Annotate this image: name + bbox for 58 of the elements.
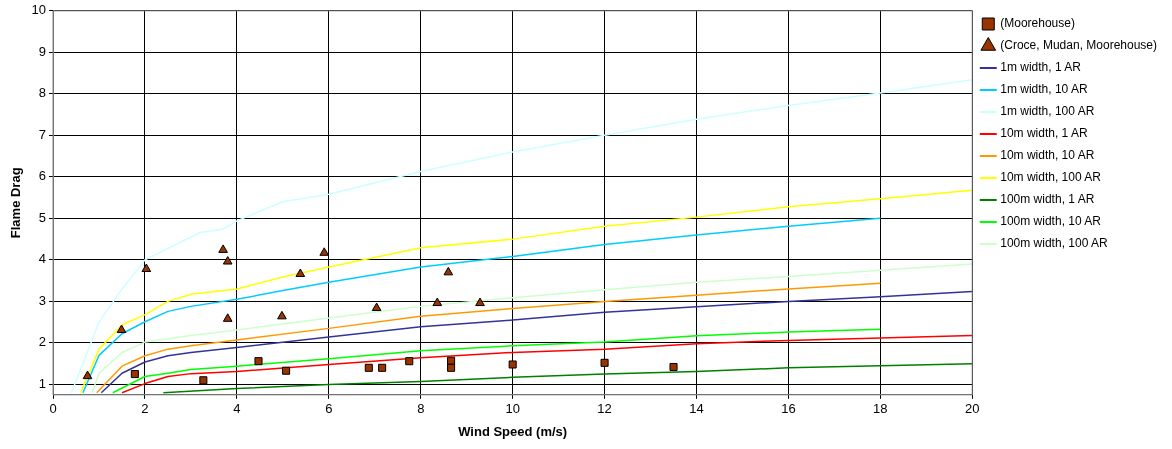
x-tick-label: 6	[325, 401, 333, 417]
point	[319, 247, 330, 256]
point	[141, 263, 152, 273]
point	[82, 370, 93, 380]
legend-label: 10m width, 10 AR	[1000, 148, 1095, 163]
legend-label: (Moorehouse)	[1000, 16, 1075, 31]
x-tick-label: 2	[141, 401, 149, 417]
point	[371, 302, 382, 312]
y-tick-label: 10	[31, 2, 47, 18]
point	[116, 324, 127, 334]
x-tick-label: 12	[597, 401, 612, 417]
y-tick-label: 8	[38, 85, 47, 101]
point	[277, 310, 287, 320]
x-tick-label: 10	[505, 401, 520, 417]
point	[364, 363, 373, 372]
x-axis-title: Wind Speed (m/s)	[458, 423, 568, 439]
legend-label: 100m width, 100 AR	[1000, 236, 1108, 251]
point	[222, 313, 233, 322]
y-tick-label: 5	[38, 209, 47, 225]
point	[475, 297, 485, 307]
point	[600, 358, 609, 367]
point	[447, 363, 456, 372]
y-tick-label: 1	[38, 376, 47, 391]
point	[378, 363, 387, 372]
legend-label: 10m width, 1 AR	[1000, 126, 1088, 141]
x-tick-label: 4	[233, 401, 241, 417]
point	[405, 357, 414, 366]
y-tick-label: 6	[38, 168, 47, 184]
y-tick-label: 3	[38, 292, 47, 308]
legend-label: 1m width, 1 AR	[1000, 60, 1082, 75]
x-tick-label: 16	[781, 401, 796, 417]
x-tick-label: 14	[689, 401, 704, 417]
y-tick-label: 7	[38, 126, 47, 142]
y-tick-label: 9	[38, 43, 47, 59]
legend-label: 10m width, 100 AR	[1000, 170, 1102, 185]
legend-label: 100m width, 10 AR	[1000, 214, 1102, 229]
y-tick-label: 4	[38, 251, 47, 267]
point	[443, 266, 454, 276]
point	[508, 360, 517, 369]
point	[199, 376, 208, 385]
legend-label: 100m width, 1 AR	[1000, 192, 1095, 207]
point	[254, 357, 263, 366]
point	[222, 256, 233, 265]
y-tick-label: 2	[38, 334, 47, 350]
legend-label: (Croce, Mudan, Moorehouse)	[1000, 38, 1158, 53]
legend-label: 1m width, 10 AR	[1000, 82, 1088, 97]
x-tick-label: 20	[965, 401, 980, 417]
y-axis-title: Flame Drag	[8, 167, 24, 239]
legend-label: 1m width, 100 AR	[1000, 104, 1095, 119]
x-tick-label: 18	[873, 401, 888, 417]
point	[218, 244, 228, 253]
x-tick-label: 8	[417, 401, 425, 417]
x-tick-label: 0	[49, 401, 57, 417]
point	[295, 268, 306, 277]
point	[130, 370, 139, 379]
point	[432, 297, 443, 307]
point	[282, 366, 291, 375]
point	[669, 362, 678, 372]
